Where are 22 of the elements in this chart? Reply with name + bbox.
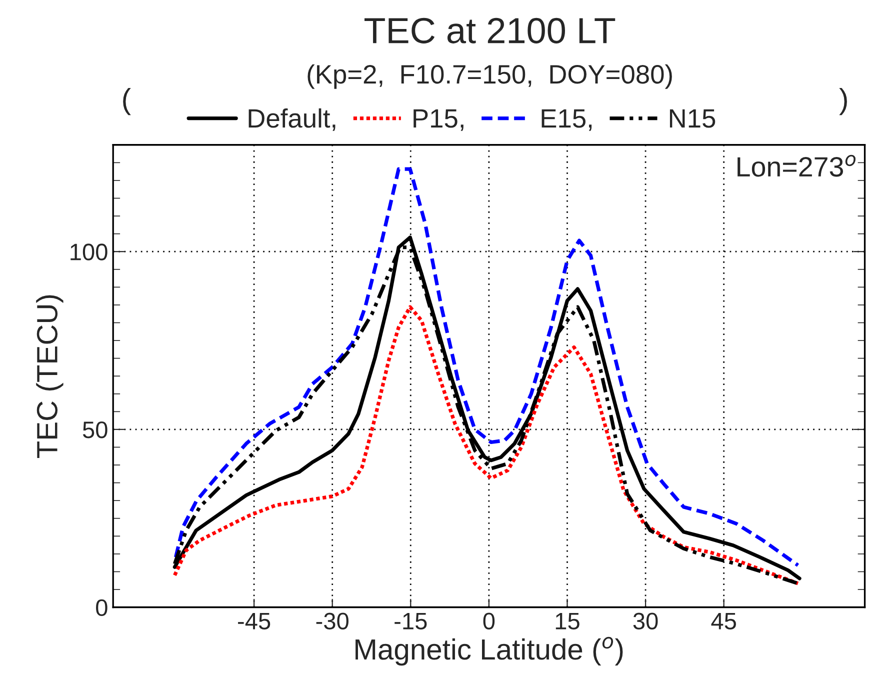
line-series	[172, 305, 800, 586]
x-axis-title: Magnetic Latitude ($^{o}$)	[356, 636, 623, 666]
x-tick-label: -45	[238, 612, 270, 630]
text: (	[123, 88, 131, 116]
y-tick-label: 50	[82, 421, 108, 438]
legend-label: P15,	[414, 109, 464, 131]
y-tick-label: 100	[70, 244, 108, 260]
y-axis-title: TEC (TECU)	[36, 295, 64, 458]
text: )	[839, 88, 847, 116]
x-tick-label: 0	[483, 612, 495, 630]
legend-label: Default,	[248, 108, 336, 131]
y-tick-label: 0	[96, 599, 108, 616]
legend-label: N15	[670, 109, 716, 128]
x-tick-label: -15	[394, 612, 427, 630]
chart-title: TEC at 2100 LT	[364, 18, 616, 44]
chart-subtitle: (Kp=2, F10.7=150, DOY=080)	[308, 64, 672, 89]
x-tick-label: 15	[556, 612, 580, 630]
x-tick-label: -30	[316, 612, 348, 630]
x-tick-label: 45	[711, 612, 736, 630]
annotation: Lon=273$^{o}$	[738, 154, 856, 177]
x-tick-label: 30	[633, 612, 658, 630]
legend-label: E15,	[542, 109, 592, 131]
